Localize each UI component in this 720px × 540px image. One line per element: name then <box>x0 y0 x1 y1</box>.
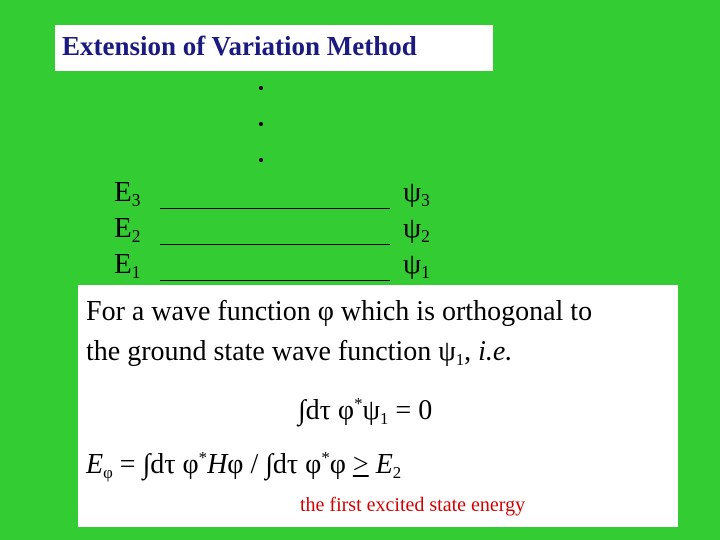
subscript: 2 <box>131 226 141 247</box>
symbol: ψ <box>403 176 422 208</box>
eq-part: E <box>86 449 104 481</box>
eq-part: ∫dτ φ <box>298 395 355 427</box>
title-box <box>55 25 493 71</box>
symbol: ψ <box>438 336 456 367</box>
equation: ∫dτ φ*ψ1 = 0 <box>298 394 432 429</box>
superscript: * <box>198 448 208 467</box>
eq-part: E <box>375 449 393 481</box>
eq-part: φ <box>329 449 353 481</box>
symbol: E <box>114 176 132 208</box>
dot <box>259 122 263 126</box>
level-line <box>160 244 390 245</box>
level-line <box>160 208 390 209</box>
dot <box>259 86 263 90</box>
equation: Eφ = ∫dτ φ*Hφ / ∫dτ φ*φ > E2 <box>86 448 401 483</box>
subscript: 1 <box>421 262 430 283</box>
eq-part: > <box>352 449 369 481</box>
level-line <box>160 280 390 281</box>
state-label: ψ1 <box>403 248 430 283</box>
symbol: E <box>114 248 132 280</box>
eq-part: φ / ∫dτ φ <box>227 449 322 481</box>
title: Extension of Variation Method <box>62 31 417 61</box>
energy-label: E1 <box>114 248 140 283</box>
superscript: * <box>321 448 330 467</box>
energy-label: E2 <box>114 212 140 247</box>
subscript: 1 <box>455 350 465 370</box>
eq-part: ψ <box>362 395 381 427</box>
subscript: 2 <box>392 463 402 483</box>
subscript: 3 <box>131 190 141 211</box>
text-box <box>78 285 678 527</box>
subscript: 2 <box>421 226 430 247</box>
text: i.e. <box>478 336 513 367</box>
dot <box>259 158 263 162</box>
subscript: 1 <box>131 262 141 283</box>
symbol: E <box>114 212 132 244</box>
eq-part: = 0 <box>388 395 433 427</box>
symbol: ψ <box>403 212 422 244</box>
eq-part: H <box>207 449 228 481</box>
note: the first excited state energy <box>300 494 526 516</box>
text: the ground state wave function <box>86 336 439 367</box>
eq-part: = ∫dτ φ <box>112 449 199 481</box>
symbol: ψ <box>403 248 422 280</box>
subscript: 1 <box>380 409 389 429</box>
energy-label: E3 <box>114 176 140 211</box>
body-line: For a wave function φ which is orthogona… <box>86 296 593 327</box>
body-line: the ground state wave function ψ1, i.e. <box>86 336 512 370</box>
state-label: ψ3 <box>403 176 430 211</box>
subscript: 3 <box>421 190 430 211</box>
text: , <box>464 336 479 367</box>
state-label: ψ2 <box>403 212 430 247</box>
superscript: * <box>354 394 363 413</box>
subscript: φ <box>103 463 113 483</box>
